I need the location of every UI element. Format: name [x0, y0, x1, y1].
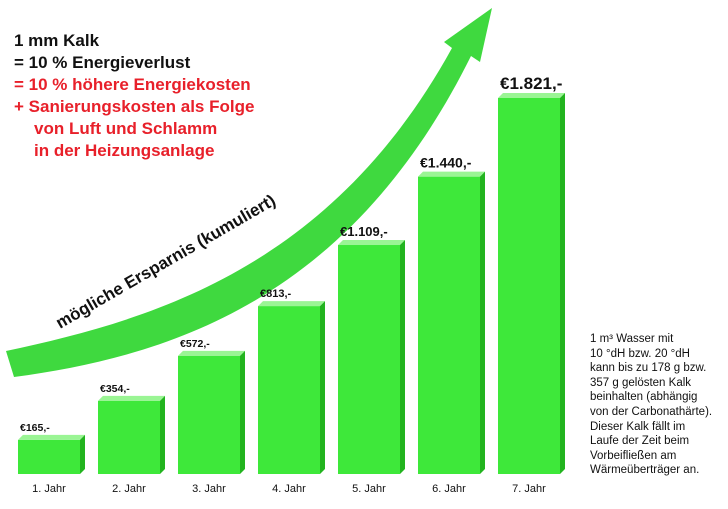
headline-line-6: in der Heizungsanlage: [34, 141, 215, 160]
bar-top: [178, 350, 245, 356]
x-tick-label: 5. Jahr: [352, 483, 386, 495]
note-line: 1 m³ Wasser mit: [590, 333, 674, 345]
bar: [258, 306, 320, 474]
data-label: €813,-: [260, 288, 292, 300]
headline-line-5: von Luft und Schlamm: [34, 119, 218, 138]
bar: [418, 176, 480, 474]
bar: [178, 355, 240, 474]
headline-line-3: = 10 % höhere Energiekosten: [14, 75, 251, 94]
headline: 1 mm Kalk = 10 % Energieverlust = 10 % h…: [14, 30, 254, 162]
data-label: €1.440,-: [420, 155, 472, 171]
bar: [338, 245, 400, 474]
label-layer: €165,- 1. Jahr €354,- 2. Jahr €572,- 3. Jahr €…: [20, 74, 562, 495]
data-label: €1.821,-: [500, 74, 562, 93]
x-tick-label: 4. Jahr: [272, 483, 306, 495]
bar-top: [418, 171, 485, 177]
bar-top: [498, 93, 565, 98]
bar: [498, 98, 560, 474]
headline-line-2: = 10 % Energieverlust: [14, 53, 191, 72]
data-label: €354,-: [100, 383, 130, 395]
x-tick-label: 7. Jahr: [512, 483, 546, 495]
bar-side: [160, 395, 165, 474]
growth-arrow: [6, 8, 492, 377]
note-line: Wärmeüberträger an.: [590, 464, 700, 477]
data-label: €165,-: [20, 422, 50, 434]
data-label: €1.109,-: [340, 224, 388, 239]
note-line: Dieser Kalk fällt im: [590, 420, 686, 433]
bar-side: [80, 434, 85, 474]
bar: [98, 400, 160, 474]
bar-top: [98, 395, 165, 401]
bar-series: [18, 93, 565, 474]
bar-side: [560, 93, 565, 474]
bar-side: [320, 301, 325, 474]
headline-line-4: + Sanierungskosten als Folge: [14, 97, 255, 116]
bar-top: [258, 301, 325, 307]
headline-line-1: 1 mm Kalk: [14, 31, 100, 50]
x-tick-label: 2. Jahr: [112, 483, 146, 495]
data-label: €572,-: [180, 338, 210, 350]
bar-top: [338, 240, 405, 246]
note-line: Laufe der Zeit beim: [590, 435, 690, 448]
x-tick-label: 3. Jahr: [192, 483, 226, 495]
x-tick-label: 6. Jahr: [432, 483, 466, 495]
bar: [18, 439, 80, 474]
bar-side: [400, 240, 405, 474]
bar-top: [18, 434, 85, 440]
note-line: 357 g gelösten Kalk: [590, 376, 692, 389]
note-line: von der Carbonathärte).: [590, 405, 713, 418]
note-line: Vorbeifließen am: [590, 449, 677, 462]
note-line: 10 °dH bzw. 20 °dH: [590, 347, 690, 360]
bar-side: [480, 171, 485, 474]
note-line: kann bis zu 178 g bzw.: [590, 362, 707, 375]
bar-side: [240, 350, 245, 474]
water-hardness-note: 1 m³ Wasser mit 10 °dH bzw. 20 °dH kann …: [590, 332, 725, 478]
x-tick-label: 1. Jahr: [32, 483, 66, 495]
note-line: beinhalten (abhängig: [590, 391, 698, 404]
